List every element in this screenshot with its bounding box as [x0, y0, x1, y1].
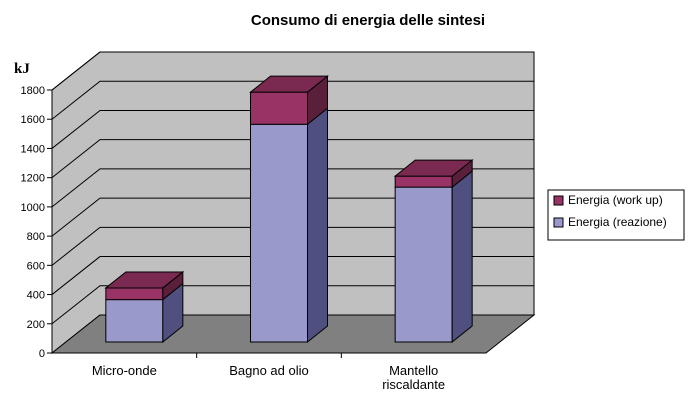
x-tick-label: Mantello riscaldante — [382, 363, 445, 392]
x-tick-label-line: Micro-onde — [92, 363, 157, 378]
x-tick-label-line: Mantello — [389, 363, 438, 378]
x-tick-label-line: riscaldante — [382, 377, 445, 392]
y-tick-label: 600 — [27, 260, 45, 272]
legend-swatch — [553, 195, 564, 206]
gridline — [51, 256, 534, 295]
y-tick-label: 1400 — [21, 143, 45, 155]
y-tick-label: 800 — [27, 231, 45, 243]
chart-title: Consumo di energia delle sintesi — [251, 12, 485, 29]
bar-side — [307, 107, 328, 344]
bar-segment — [250, 91, 308, 125]
y-tick-label: 1000 — [21, 202, 45, 214]
bar-segment — [105, 287, 164, 301]
x-tick-label: Bagno ad olio — [229, 363, 309, 378]
gridline — [51, 80, 534, 120]
bar-segment — [105, 299, 164, 343]
x-tick-label: Micro-onde — [92, 363, 157, 378]
gridline — [51, 197, 534, 237]
bar-side — [451, 170, 473, 344]
gridline — [51, 109, 534, 149]
legend-label: Energia (reazione) — [568, 215, 667, 229]
legend-box — [547, 189, 685, 241]
bar-top — [104, 271, 185, 289]
plot-area: 0 200 400 600 800 1000 1200 1400 1600 1800 Micro-o… — [21, 51, 536, 392]
y-tick-label: 200 — [27, 319, 45, 331]
y-tick-label: 400 — [27, 290, 45, 302]
bar-top — [393, 159, 474, 177]
legend-label: Energia (work up) — [568, 193, 663, 207]
x-tick-label-line: Bagno ad olio — [229, 363, 309, 378]
gridline — [51, 168, 534, 208]
y-tick-label: 0 — [39, 348, 45, 360]
gridline — [51, 285, 534, 325]
y-tick-label: 1200 — [21, 173, 45, 185]
bar-segment — [394, 186, 453, 343]
y-tick-label: 1800 — [21, 85, 45, 97]
y-tick-label: 1600 — [21, 114, 45, 126]
gridline — [51, 139, 534, 179]
bar-top — [249, 75, 329, 93]
bar-segment — [394, 175, 453, 188]
legend-swatch — [553, 217, 564, 228]
legend: Energia (work up) Energia (reazione) — [547, 189, 685, 241]
bar-segment — [250, 123, 308, 343]
gridline — [51, 51, 534, 91]
gridline — [51, 226, 534, 266]
y-axis-label: kJ — [14, 61, 30, 77]
